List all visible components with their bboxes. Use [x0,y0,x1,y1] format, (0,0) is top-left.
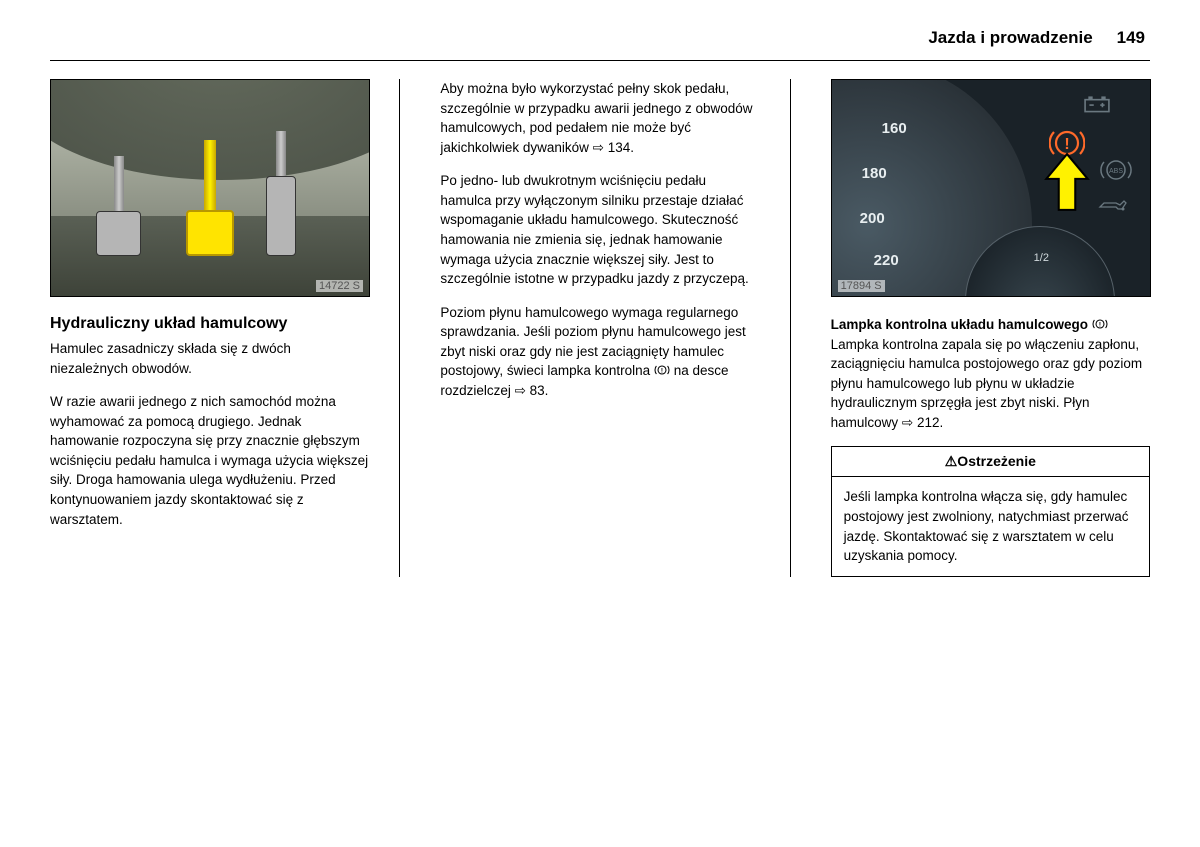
brake-pedal-highlighted-icon [186,140,234,256]
warning-header: ⚠Ostrzeżenie [832,447,1149,477]
gauge-number: 200 [860,210,885,227]
pointer-arrow-icon [1041,152,1093,214]
battery-icon [1084,94,1110,114]
paragraph: Aby można było wykorzystać pełny skok pe… [440,79,759,157]
gauge-number: 160 [882,120,907,137]
warning-box: ⚠Ostrzeżenie Jeśli lampka kontrolna włąc… [831,446,1150,576]
brake-warning-symbol-icon: ! [654,363,670,377]
figure-label: 17894 S [838,280,885,292]
svg-text:ABS: ABS [1109,168,1123,175]
gauge-number: 180 [862,165,887,182]
manual-page: Jazda i prowadzenie 149 [50,0,1150,577]
svg-text:!: ! [1099,321,1101,328]
content-columns: 14722 S Hydrauliczny układ hamulcowy Ham… [50,79,1150,577]
page-number: 149 [1117,28,1145,47]
header-title: Jazda i prowadzenie [928,28,1092,47]
clutch-pedal-icon [96,156,141,256]
column-2: Aby można było wykorzystać pełny skok pe… [440,79,790,577]
brake-warning-symbol-icon: ! [1092,317,1108,331]
page-header: Jazda i prowadzenie 149 [50,28,1150,61]
oil-icon [1098,195,1128,215]
figure-gauge: 160 180 200 220 ! ABS 1/2 17894 S [831,79,1151,297]
paragraph: Po jedno- lub dwukrotnym wciśnięciu peda… [440,171,759,288]
paragraph: W razie awarii jednego z nich samochód m… [50,392,369,529]
gauge-number: 220 [874,252,899,269]
accelerator-pedal-icon [266,131,296,256]
column-3: 160 180 200 220 ! ABS 1/2 17894 S Lampka… [831,79,1150,577]
paragraph: Poziom płynu hamulcowego wymaga regularn… [440,303,759,401]
warning-body: Jeśli lampka kontrolna włącza się, gdy h… [832,477,1149,575]
column-1: 14722 S Hydrauliczny układ hamulcowy Ham… [50,79,400,577]
lamp-heading: Lampka kontrolna układu hamulcowego [831,317,1092,332]
figure-pedals: 14722 S [50,79,370,297]
fuel-gauge-label: 1/2 [1034,252,1049,264]
figure-label: 14722 S [316,280,363,292]
section-title-hydraulic: Hydrauliczny układ hamulcowy [50,315,369,333]
svg-text:!: ! [661,368,663,375]
text-fragment: Lampka kontrolna zapala się po włączeniu… [831,337,1142,430]
abs-icon: ABS [1100,158,1132,182]
paragraph: Hamulec zasadniczy składa się z dwóch ni… [50,339,369,378]
svg-text:!: ! [1064,136,1069,153]
paragraph: Lampka kontrolna układu hamulcowego ! La… [831,315,1150,432]
